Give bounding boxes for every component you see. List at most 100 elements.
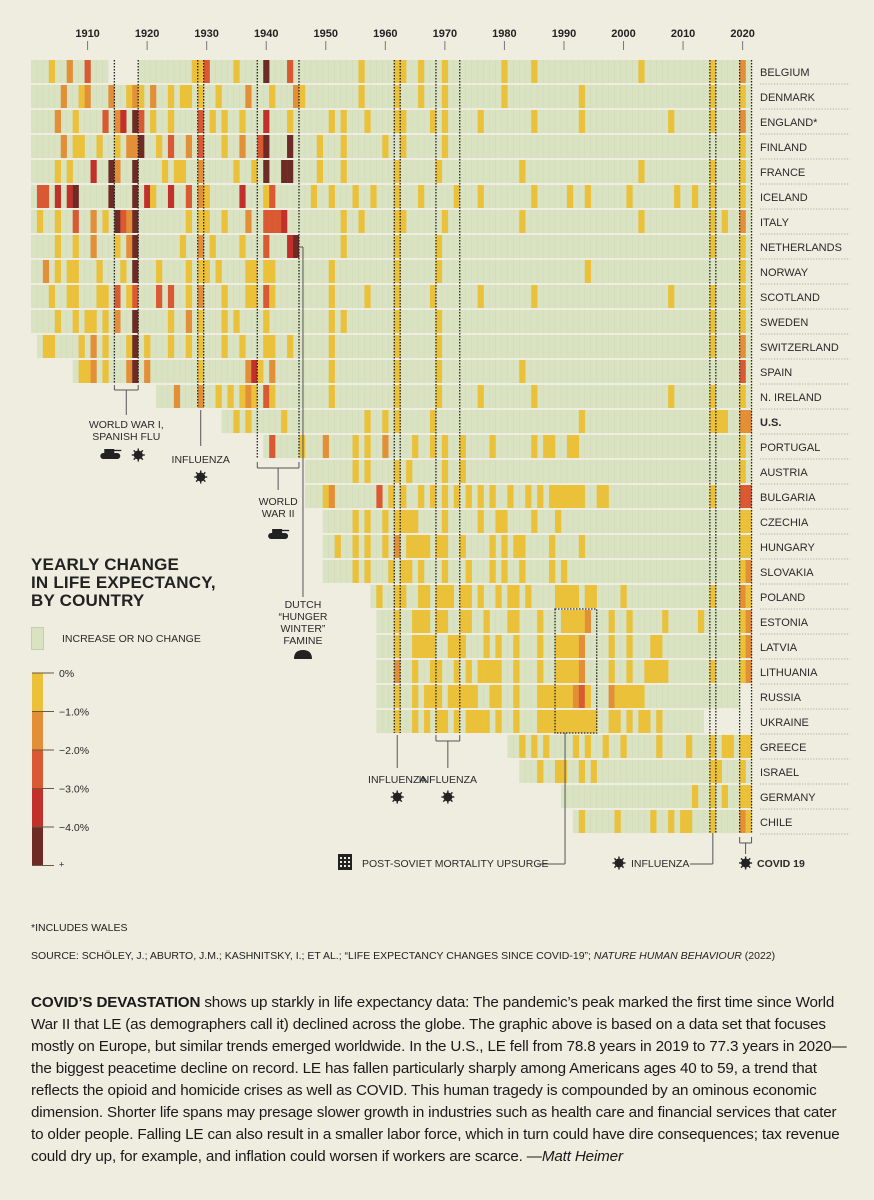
heatmap-cell-decline [549, 685, 556, 708]
hospital-icon-window [340, 857, 342, 859]
heatmap-cell-decline [120, 110, 127, 133]
heatmap-cell-decline [584, 710, 591, 733]
heatmap-cell-decline [275, 210, 282, 233]
heatmap-cell-decline [709, 285, 717, 308]
heatmap-cell-decline [507, 485, 514, 508]
heatmap-cell-decline [132, 210, 139, 233]
virus-icon-spike [133, 457, 136, 461]
heatmap-cell-decline [197, 310, 204, 333]
heatmap-cell-decline [245, 210, 252, 233]
heatmap-cell-decline [697, 610, 705, 633]
heatmap-cell-decline [239, 135, 246, 158]
heatmap-cell-decline [739, 60, 746, 83]
virus-icon [194, 470, 208, 484]
heatmap-cell-decline [745, 735, 752, 758]
heatmap-cell-decline [489, 535, 496, 558]
heatmap-cell-decline [36, 210, 44, 233]
heatmap-cell-decline [578, 410, 586, 433]
heatmap-cell-decline [560, 610, 568, 633]
heatmap-cell-decline [549, 710, 556, 733]
heatmap-cell-decline [745, 410, 752, 433]
heatmap-cell-decline [245, 285, 252, 308]
heatmap-cell-decline [489, 685, 496, 708]
heatmap-cell-decline [394, 635, 401, 658]
virus-icon-spike [399, 791, 403, 795]
heatmap-cell-decline [537, 485, 544, 508]
annotation-label: INFLUENZA [419, 774, 477, 786]
annotation-label: WORLD [259, 496, 299, 508]
heatmap-cell-decline [263, 260, 270, 283]
heatmap-cell-decline [447, 635, 455, 658]
heatmap-cell-decline [162, 160, 169, 183]
heatmap-cell-decline [418, 635, 425, 658]
heatmap-cell-decline [227, 385, 234, 408]
heatmap-row [31, 160, 752, 183]
heatmap-cell-decline [72, 185, 79, 208]
heatmap-row [519, 760, 752, 783]
virus-icon-body [443, 792, 453, 802]
heatmap-cell-decline [239, 335, 246, 358]
heatmap-cell-decline [477, 485, 484, 508]
x-tick-label: 1990 [552, 28, 576, 40]
heatmap-cell-decline [626, 635, 633, 658]
heatmap-cell-decline [441, 210, 449, 233]
heatmap-cell-decline [287, 235, 294, 258]
heatmap-cell-decline [340, 160, 347, 183]
country-label: HUNGARY [760, 542, 815, 554]
virus-icon-spike [140, 449, 144, 453]
country-label: PORTUGAL [760, 442, 820, 454]
heatmap-cell-decline [435, 160, 443, 183]
heatmap-cell-decline [638, 60, 645, 83]
heatmap-cell-decline [245, 85, 252, 108]
heatmap-cell-decline [692, 785, 699, 808]
heatmap-cell-decline [382, 410, 389, 433]
heatmap-cell-decline [287, 135, 294, 158]
heatmap-cell-decline [453, 660, 460, 683]
heatmap-cell-decline [394, 610, 401, 633]
heatmap-cell-increase [31, 135, 752, 158]
heatmap-cell-decline [132, 135, 139, 158]
heatmap-cell-decline [316, 135, 323, 158]
chart-title-line: BY COUNTRY [31, 591, 145, 610]
heatmap-cell-decline [293, 85, 300, 108]
heatmap-cell-decline [144, 185, 151, 208]
heatmap-cell-decline [519, 360, 526, 383]
legend-increase-label: INCREASE OR NO CHANGE [62, 632, 201, 645]
heatmap-cell-decline [495, 710, 502, 733]
heatmap-cell-decline [620, 685, 627, 708]
heatmap-cell-decline [465, 485, 472, 508]
legend-scale-label: 0% [59, 670, 74, 680]
heatmap-cell-decline [185, 210, 192, 233]
heatmap-cell-decline [84, 85, 91, 108]
country-label: AUSTRIA [760, 467, 808, 479]
heatmap-cell-decline [739, 410, 746, 433]
heatmap-cell-decline [638, 210, 645, 233]
heatmap-cell-decline [626, 685, 633, 708]
heatmap-cell-decline [114, 110, 121, 133]
heatmap-cell-decline [560, 485, 568, 508]
heatmap-cell-decline [245, 260, 252, 283]
heatmap-cell-decline [739, 110, 746, 133]
heatmap-cell-decline [435, 235, 443, 258]
heatmap-cell-decline [394, 360, 401, 383]
heatmap-cell-decline [572, 685, 580, 708]
heatmap-cell-decline [418, 85, 425, 108]
heatmap-cell-decline [739, 785, 746, 808]
heatmap-cell-decline [191, 60, 198, 83]
heatmap-cell-decline [394, 210, 401, 233]
heatmap-cell-decline [281, 410, 288, 433]
heatmap-cell-decline [197, 160, 204, 183]
heatmap-cell-decline [709, 385, 717, 408]
heatmap-cell-decline [394, 585, 401, 608]
country-label: ISRAEL [760, 767, 799, 779]
heatmap-cell-decline [465, 560, 472, 583]
heatmap-cell-decline [709, 810, 717, 833]
heatmap-cell-decline [179, 85, 187, 108]
heatmap-row [304, 485, 752, 508]
heatmap-cell-decline [126, 360, 133, 383]
event-dotted-box [554, 608, 598, 734]
heatmap-cell-decline [328, 335, 335, 358]
virus-icon-spike [747, 857, 751, 861]
heatmap-cell-decline [72, 210, 79, 233]
heatmap-cell-decline [126, 135, 133, 158]
